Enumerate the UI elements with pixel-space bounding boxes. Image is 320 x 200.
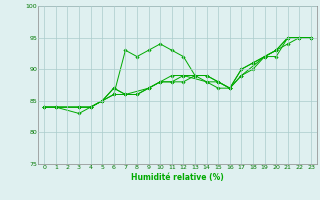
X-axis label: Humidité relative (%): Humidité relative (%) xyxy=(131,173,224,182)
